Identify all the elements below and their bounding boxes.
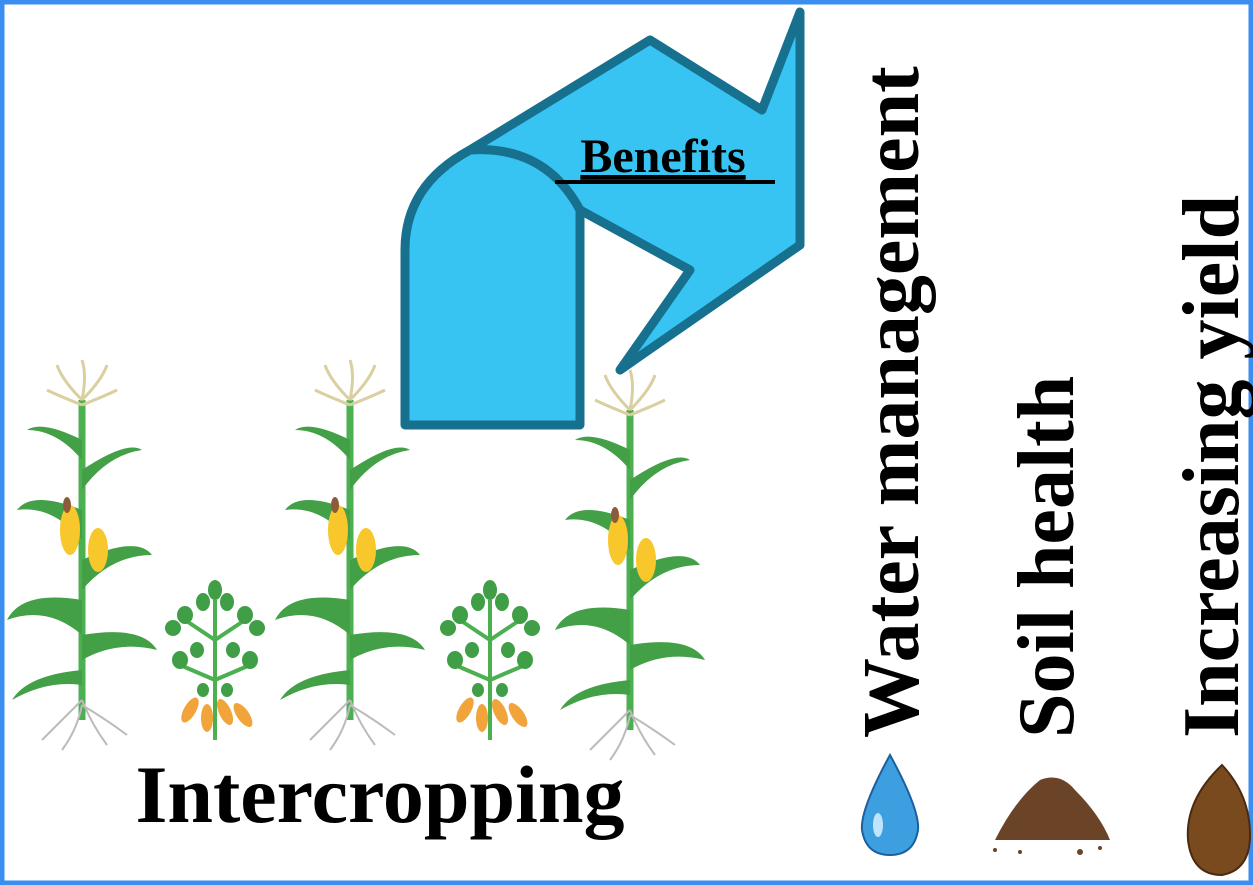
benefits-arrow xyxy=(400,7,805,430)
water-drop-icon xyxy=(860,752,920,857)
seed-icon xyxy=(1186,763,1252,877)
maize-plant xyxy=(7,360,157,750)
benefit-label: Increasing yield xyxy=(1168,195,1253,738)
system-label: Intercropping xyxy=(135,749,624,840)
arrow-label: Benefits xyxy=(580,130,745,183)
peanut-plant xyxy=(438,578,542,742)
crops xyxy=(7,360,705,760)
benefit-label: Water management xyxy=(848,66,936,738)
soil-icon xyxy=(993,777,1110,855)
peanut-plant xyxy=(163,578,267,742)
benefit-label: Soil health xyxy=(1003,376,1091,738)
